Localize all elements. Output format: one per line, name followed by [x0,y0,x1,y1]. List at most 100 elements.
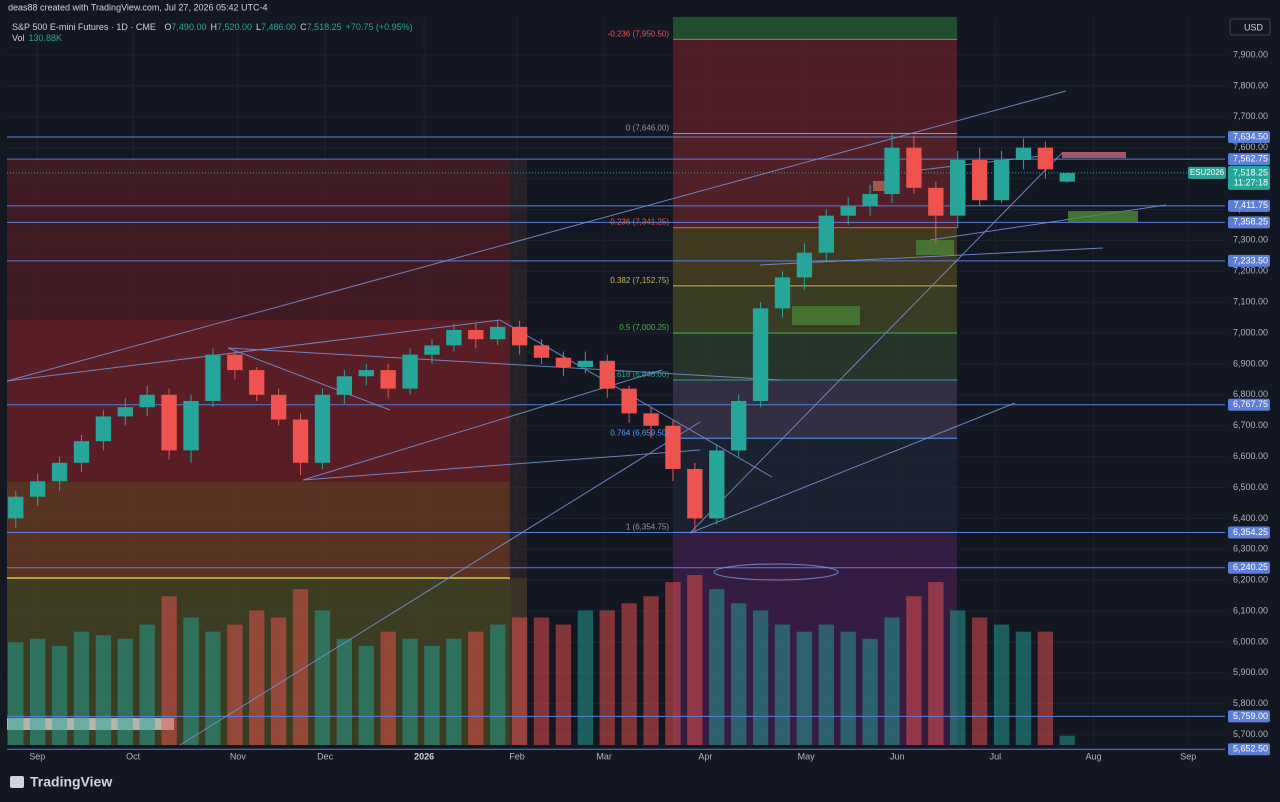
left-zones [7,160,527,745]
price-label: 7,518.25 [1233,167,1268,177]
candle-body [687,468,703,519]
volume-bar [928,582,944,745]
candle-body [8,496,24,519]
candle-body [117,407,133,417]
credit: deas88 created with TradingView.com, Jul… [8,2,267,12]
candle-body [709,450,725,519]
currency-box [1229,18,1271,36]
volume-bar [643,596,659,745]
level-label: 5,759.00 [1233,711,1268,721]
trendline [179,421,701,746]
candle-body [643,413,659,426]
level-label: 7,634.50 [1233,131,1268,141]
volume-bar [731,603,747,745]
trendline [302,449,701,481]
fib-label: 0.618 (6,848.00) [610,370,669,379]
candle-body [971,160,988,201]
candle-body [577,360,593,368]
volume-bar [577,610,593,745]
candle-body [599,360,615,389]
volume-bar [687,575,703,745]
volume-bar [424,645,440,745]
volume-bar [490,624,506,745]
trendline [227,347,391,411]
trendline [759,247,1104,266]
candle-body [928,187,944,216]
candle-body [555,357,572,368]
candle-body [314,394,331,463]
volume-bar [818,624,834,745]
y-tick-label: 6,200.00 [1233,575,1268,585]
volume-bar [249,610,265,745]
price-axis [1226,0,1280,770]
candle-body [906,147,922,188]
fib-band [673,17,957,40]
level-label: 5,652.50 [1233,744,1268,754]
brand: TradingView [30,774,112,790]
ohlc-key: C [300,22,307,32]
level-label: 6,767.75 [1233,399,1268,409]
volume-bar [380,631,396,745]
candle-body [884,147,900,195]
level-label: 6,354.25 [1233,527,1268,537]
volume-bar [161,596,177,745]
candle-body [446,329,462,346]
x-tick-label: Sep [1180,751,1196,761]
fib-labels: -0.236 (7,950.50) 0 (7,646.00) 0.236 (7,34… [608,30,670,532]
candle-body [183,400,199,451]
level-tag [1228,153,1270,166]
boxes [792,152,1138,325]
volume-bar [555,624,572,745]
price-tag [1228,165,1270,190]
volume-bar [117,638,133,745]
y-tick-label: 5,700.00 [1233,729,1268,739]
volume-bar [402,638,418,745]
volume-bar [8,642,24,745]
volume-bar [840,631,856,745]
level-tag [1228,710,1270,723]
currency: USD [1244,22,1264,32]
volume-bar [336,638,353,745]
footer [0,770,1280,802]
fib-label: 0.5 (7,000.25) [619,323,669,332]
trendline [689,402,1016,534]
y-tick-label: 6,600.00 [1233,451,1268,461]
candle-body [95,416,112,442]
level-label: 7,233.50 [1233,255,1268,265]
x-tick-label: Dec [317,751,334,761]
level-tag [1228,216,1270,229]
level-label: 7,562.75 [1233,154,1268,164]
y-tick-label: 5,800.00 [1233,698,1268,708]
x-tick-label: Mar [596,751,612,761]
change: +70.75 (+0.95%) [346,22,413,32]
volume-bar [884,617,900,745]
candle-body [402,354,418,389]
candle-body [993,160,1010,201]
y-tick-label: 7,100.00 [1233,297,1268,307]
trendline [929,204,1167,241]
volume-bar [314,610,331,745]
candle-body [621,388,637,414]
level-tag [1228,398,1270,411]
trendline [689,151,1064,534]
y-tick-label: 6,300.00 [1233,544,1268,554]
symbol-label: ESU2026 [1190,168,1225,177]
volume-bar [95,635,112,745]
y-tick-label: 7,800.00 [1233,80,1268,90]
candle-body [752,308,769,401]
volume-bar [1059,735,1075,745]
candle-body [139,394,155,408]
trendline [6,319,501,382]
countdown: 11:27:18 [1234,177,1268,187]
volume-bar [139,624,155,745]
volume-bar [993,624,1010,745]
volume-bar [1037,631,1054,745]
level-tag [1228,526,1270,539]
x-tick-label: Jun [890,751,905,761]
candle-body [1037,147,1054,170]
volume-bar [73,631,90,745]
volume-bar [752,610,769,745]
y-tick-label: 7,600.00 [1233,142,1268,152]
volume-bar [227,624,243,745]
